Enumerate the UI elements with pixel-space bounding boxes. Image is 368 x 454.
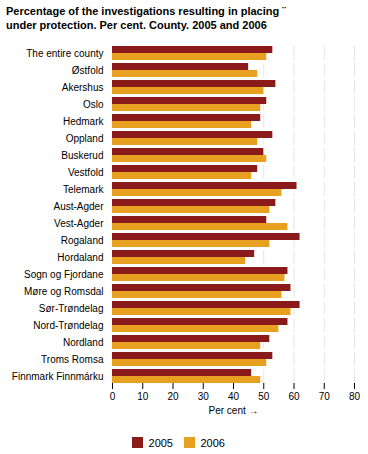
svg-text:Vestfold: Vestfold: [68, 167, 104, 178]
svg-text:80: 80: [349, 391, 361, 402]
svg-text:The entire county: The entire county: [26, 48, 103, 59]
svg-text:Finnmark Finnmárku: Finnmark Finnmárku: [12, 371, 104, 382]
svg-text:Oslo: Oslo: [83, 99, 104, 110]
svg-text:50: 50: [258, 391, 270, 402]
svg-text:Per cent →: Per cent →: [208, 405, 258, 416]
svg-text:Buskerud: Buskerud: [61, 150, 103, 161]
svg-text:Nordland: Nordland: [63, 337, 104, 348]
svg-text:60: 60: [288, 391, 300, 402]
svg-text:Aust-Agder: Aust-Agder: [53, 201, 104, 212]
svg-text:Nord-Trøndelag: Nord-Trøndelag: [33, 320, 103, 331]
html-text:2006: 2006: [200, 436, 225, 449]
svg-text:Akershus: Akershus: [62, 82, 104, 93]
svg-text:Hordaland: Hordaland: [57, 252, 103, 263]
html-text:Percentage of the investigatio: Percentage of the investigations resulti…: [6, 5, 286, 31]
svg-text:Rogaland: Rogaland: [61, 235, 104, 246]
svg-text:Vest-Agder: Vest-Agder: [54, 218, 104, 229]
svg-text:70: 70: [319, 391, 331, 402]
svg-text:0: 0: [110, 391, 116, 402]
svg-text:Troms Romsa: Troms Romsa: [41, 354, 104, 365]
svg-text:20: 20: [167, 391, 179, 402]
svg-text:Oppland: Oppland: [66, 133, 104, 144]
svg-text:Telemark: Telemark: [63, 184, 105, 195]
svg-text:Sør-Trøndelag: Sør-Trøndelag: [39, 303, 104, 314]
html-text:2005: 2005: [148, 436, 173, 449]
svg-text:40: 40: [228, 391, 240, 402]
svg-text:10: 10: [137, 391, 149, 402]
svg-text:Østfold: Østfold: [72, 65, 104, 76]
svg-text:Sogn og Fjordane: Sogn og Fjordane: [24, 269, 104, 280]
svg-text:Møre og Romsdal: Møre og Romsdal: [24, 286, 103, 297]
svg-text:Hedmark: Hedmark: [63, 116, 105, 127]
svg-text:30: 30: [198, 391, 210, 402]
